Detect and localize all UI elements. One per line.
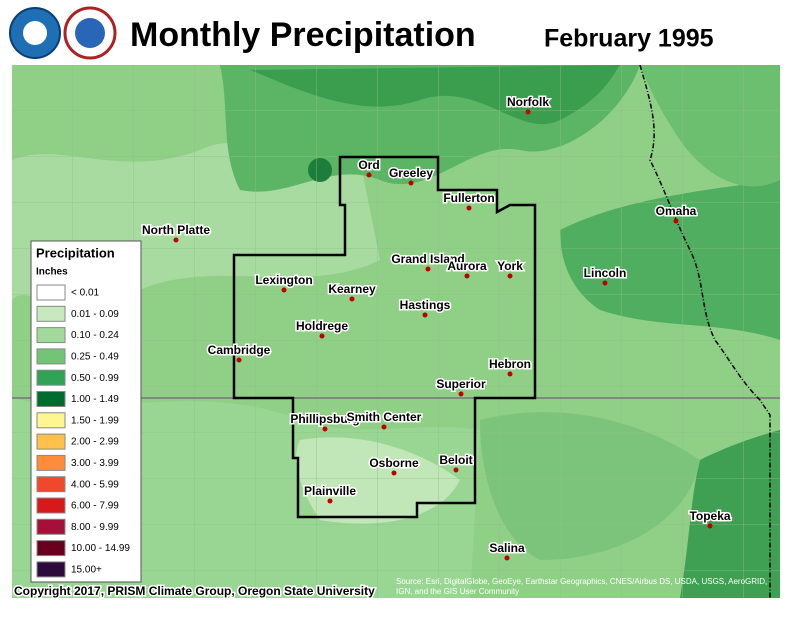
city-label: Kearney	[328, 282, 376, 296]
city-label: Ord	[358, 158, 379, 172]
legend-swatch	[36, 454, 66, 471]
city-label: Beloit	[439, 453, 472, 467]
city-label: Salina	[489, 541, 525, 555]
title: Monthly Precipitation	[130, 16, 476, 54]
city-label: Aurora	[447, 259, 487, 273]
city-label: Smith Center	[347, 410, 422, 424]
legend-label: 10.00 - 14.99	[71, 543, 130, 554]
copyright: Copyright 2017, PRISM Climate Group, Ore…	[14, 584, 375, 598]
city-label: Greeley	[389, 166, 433, 180]
city-label: Lexington	[255, 273, 312, 287]
city-dot	[236, 357, 242, 363]
city-dot	[525, 109, 531, 115]
legend-label: 0.25 - 0.49	[71, 352, 119, 363]
legend-label: 0.50 - 0.99	[71, 373, 119, 384]
city-dot	[466, 205, 472, 211]
city-dot	[504, 555, 510, 561]
legend-label: 2.00 - 2.99	[71, 437, 119, 448]
legend-label: 4.00 - 5.99	[71, 479, 119, 490]
city-dot	[507, 273, 513, 279]
city-label: York	[497, 259, 523, 273]
legend-swatch	[36, 561, 66, 578]
source: IGN, and the GIS User Community	[396, 587, 519, 596]
city-label: Cambridge	[208, 343, 271, 357]
city-dot	[673, 218, 679, 224]
city-label: Grand Island	[391, 252, 464, 266]
city-dot	[453, 467, 459, 473]
legend-swatch	[36, 348, 66, 365]
legend-swatch	[36, 327, 66, 344]
legend-label: 6.00 - 7.99	[71, 501, 119, 512]
city-dot	[381, 424, 387, 430]
city-dot	[322, 426, 328, 432]
city-dot	[281, 287, 287, 293]
legend-label: 1.50 - 1.99	[71, 415, 119, 426]
city-label: Plainville	[304, 484, 356, 498]
city-dot	[458, 391, 464, 397]
city-label: Fullerton	[443, 191, 494, 205]
city-dot	[366, 172, 372, 178]
cities: Norfolk Ord Greeley Fullerton North Platte Om…	[140, 94, 732, 561]
city-dot	[507, 371, 513, 377]
legend-swatch	[36, 284, 66, 301]
city-label: Lincoln	[584, 266, 627, 280]
city-dot	[707, 523, 713, 529]
city-label: Phillipsburg	[290, 412, 359, 426]
city-dot	[425, 266, 431, 272]
city-label: Norfolk	[507, 95, 549, 109]
legend-swatch	[36, 433, 66, 450]
city-dot	[602, 280, 608, 286]
logos	[9, 6, 117, 60]
legend-label: 15.00+	[71, 565, 102, 576]
city-label: Omaha	[656, 204, 697, 218]
legend-label: 3.00 - 3.99	[71, 458, 119, 469]
legend-units: Inches	[36, 267, 68, 278]
legend: Precipitation Inches < 0.01 0.01 - 0.09 0.…	[30, 240, 142, 583]
city-label: Osborne	[369, 456, 419, 470]
legend-swatch	[36, 412, 66, 429]
legend-label: 0.01 - 0.09	[71, 309, 119, 320]
city-dot	[319, 333, 325, 339]
city-label: Topeka	[689, 509, 730, 523]
city-dot	[327, 498, 333, 504]
city-dot	[391, 470, 397, 476]
legend-label: < 0.01	[71, 288, 100, 299]
legend-swatch	[36, 476, 66, 493]
city-dot	[173, 237, 179, 243]
legend-label: 8.00 - 9.99	[71, 522, 119, 533]
legend-swatch	[36, 391, 66, 407]
city-label: North Platte	[142, 223, 210, 237]
city-label: Holdrege	[296, 319, 348, 333]
legend-swatch	[36, 369, 66, 386]
legend-label: 0.10 - 0.24	[71, 330, 119, 341]
source: Source: Esri, DigitalGlobe, GeoEye, Eart…	[396, 577, 767, 586]
date: February 1995	[544, 25, 714, 53]
city-dot	[464, 273, 470, 279]
legend-swatch	[36, 497, 66, 514]
city-dot	[349, 296, 355, 302]
city-label: Hebron	[489, 357, 531, 371]
city-label: Superior	[436, 377, 486, 391]
legend-swatch	[36, 518, 66, 535]
city-label: Hastings	[400, 298, 451, 312]
legend-swatch	[36, 305, 66, 322]
city-dot	[422, 312, 428, 318]
legend-title: Precipitation	[36, 245, 115, 260]
city-dot	[408, 180, 414, 186]
legend-swatch	[36, 540, 66, 557]
legend-label: 1.00 - 1.49	[71, 394, 119, 405]
